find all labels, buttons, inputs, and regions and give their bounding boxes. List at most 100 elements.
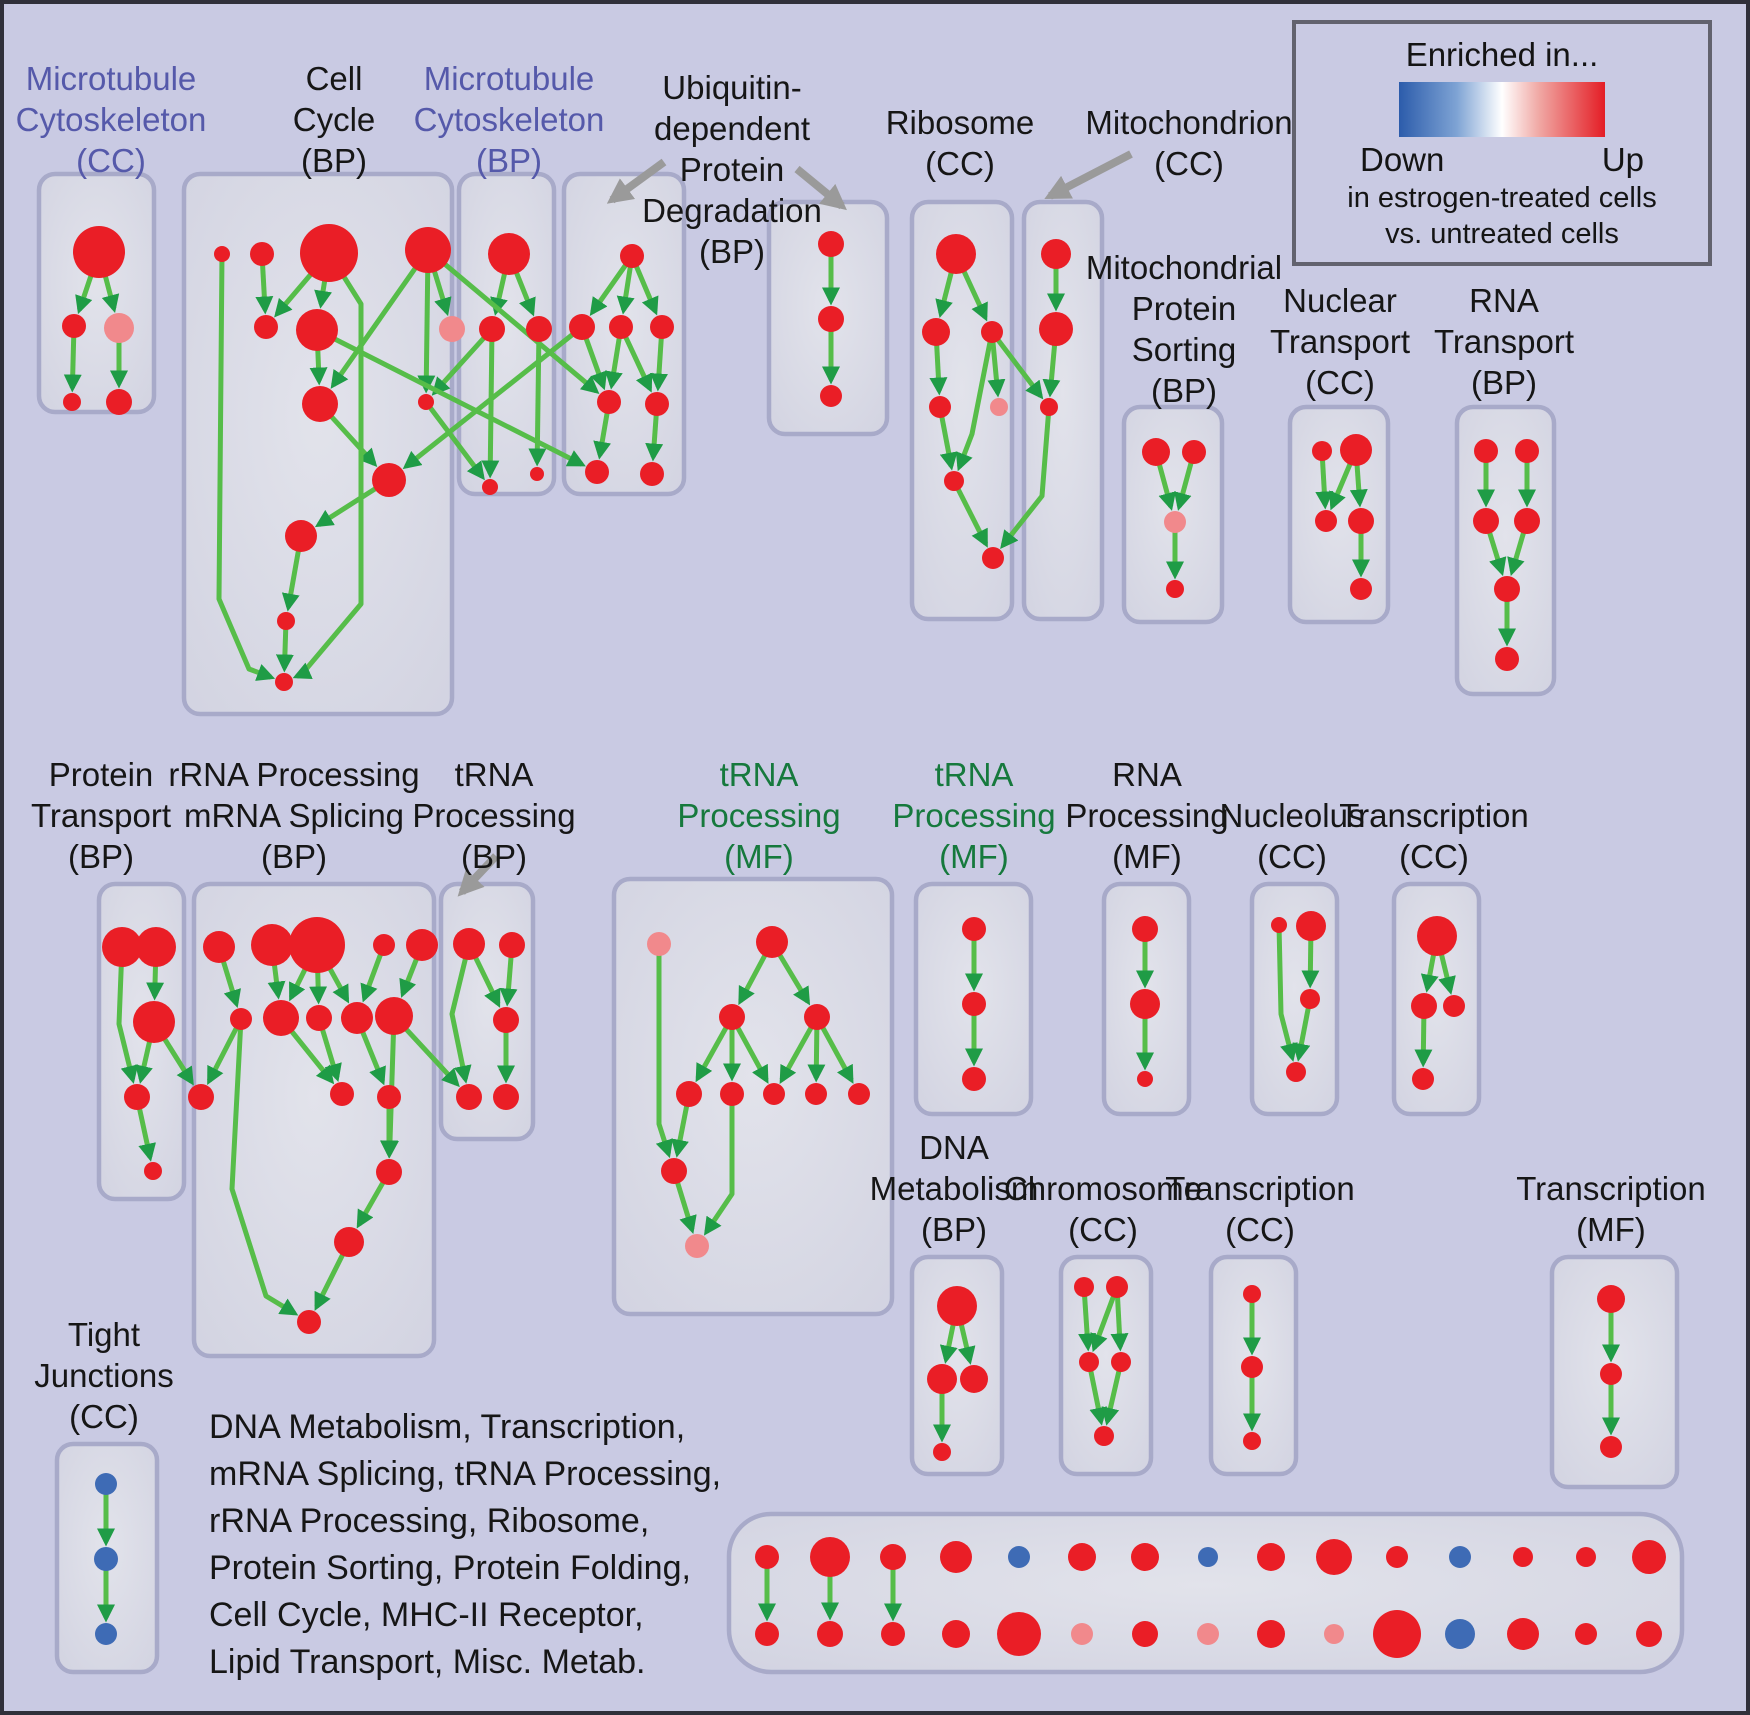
edge-arrow [655, 944, 673, 1159]
go-term-node [1271, 917, 1287, 933]
go-term-node [1449, 1546, 1471, 1568]
misc-text-line: Cell Cycle, MHC-II Receptor, [209, 1596, 644, 1634]
go-term-node [685, 1234, 709, 1258]
misc-text-line: DNA Metabolism, Transcription, [209, 1408, 686, 1446]
go-term-node [1257, 1620, 1285, 1648]
go-term-node [1132, 916, 1158, 942]
cross-cluster-edge-arrow [431, 327, 494, 396]
go-term-node [306, 1005, 332, 1031]
go-term-node [94, 1547, 118, 1571]
edge-arrow [1086, 1361, 1108, 1426]
go-term-node [334, 1227, 364, 1257]
go-term-node [493, 1084, 519, 1110]
go-term-node [1079, 1352, 1099, 1372]
edge-arrow [449, 943, 472, 1084]
go-term-node [214, 246, 230, 262]
go-term-node [1106, 1276, 1128, 1298]
go-term-node [95, 1623, 117, 1645]
label-pointer-arrow [606, 158, 667, 204]
go-term-node [990, 398, 1008, 416]
cluster-box-mitochondrion-cc [1021, 199, 1105, 622]
cross-cluster-edge-arrow [1000, 406, 1052, 549]
go-term-node [124, 1084, 150, 1110]
go-term-node [250, 242, 274, 266]
go-term-node [277, 612, 295, 630]
go-term-node [1071, 1623, 1093, 1645]
go-term-node [439, 316, 465, 342]
go-term-node [1473, 508, 1499, 534]
go-term-node [251, 924, 293, 966]
diagram-svg: Microtubule Cytoskeleton (CC) Cell Cycle (BP)… [16, 60, 1706, 1675]
cluster-box-dna-metabolism-bp [909, 1254, 1005, 1477]
go-term-node [818, 306, 844, 332]
go-term-node [804, 1004, 830, 1030]
go-term-node [488, 233, 530, 275]
go-term-node [881, 1622, 905, 1646]
go-term-node [102, 927, 142, 967]
go-term-node [1137, 1071, 1153, 1087]
go-term-node [1068, 1543, 1096, 1571]
go-term-node [940, 1541, 972, 1573]
go-term-node [1514, 508, 1540, 534]
legend-title: Enriched in... [1405, 36, 1599, 73]
go-term-node [297, 1310, 321, 1334]
label-pointer-arrow [457, 853, 499, 897]
go-term-node [1632, 1540, 1666, 1574]
label-pointer-arrow [1044, 150, 1133, 200]
cluster-label-transcription-cc-1: Transcription (CC) [1339, 797, 1529, 875]
go-term-node [720, 1082, 744, 1106]
misc-text-line: Protein Sorting, Protein Folding, [209, 1549, 691, 1587]
cross-cluster-edge-arrow [315, 327, 586, 467]
go-term-node [1296, 911, 1326, 941]
go-term-node [1094, 1426, 1114, 1446]
cluster-label-microtubule-cytoskeleton-cc: Microtubule Cytoskeleton (CC) [16, 60, 207, 179]
cluster-label-rna-processing-mf: RNA Processing (MF) [1065, 756, 1228, 875]
go-term-node [676, 1081, 702, 1107]
go-term-node [756, 926, 788, 958]
go-term-node [962, 917, 986, 941]
cluster-box-rna-transport-bp [1454, 404, 1557, 697]
go-term-node [106, 389, 132, 415]
edge-arrow [1276, 924, 1298, 1062]
edge-arrow [703, 1094, 735, 1236]
edge-arrow [1101, 1361, 1124, 1426]
go-term-node [296, 309, 338, 351]
go-term-node [817, 1621, 843, 1647]
go-term-node [820, 385, 842, 407]
go-term-node [929, 396, 951, 418]
cluster-label-protein-transport-bp: Protein Transport (BP) [31, 756, 171, 875]
cluster-label-rrna-processing-mrna-splicing-bp: rRNA Processing mRNA Splicing (BP) [168, 756, 419, 875]
go-term-node [144, 1162, 162, 1180]
go-term-node [285, 520, 317, 552]
go-term-node [1386, 1546, 1408, 1568]
go-term-node [330, 1082, 354, 1106]
go-term-node [880, 1544, 906, 1570]
legend-subtitle-1: in estrogen-treated cells [1347, 182, 1657, 214]
go-term-node [927, 1364, 957, 1394]
layer-labels: Microtubule Cytoskeleton (CC) Cell Cycle (BP)… [16, 60, 1706, 1435]
go-term-node [1041, 239, 1071, 269]
cluster-box-microtubule-cytoskeleton-cc [36, 171, 157, 415]
go-term-node [300, 224, 358, 282]
label-pointer-arrow [794, 165, 847, 211]
go-term-node [585, 460, 609, 484]
go-term-node [95, 1473, 117, 1495]
go-term-node [997, 1612, 1041, 1656]
go-term-node [263, 1000, 299, 1036]
go-term-node [960, 1365, 988, 1393]
go-term-node [719, 1004, 745, 1030]
go-term-node [1257, 1543, 1285, 1571]
go-term-node [1348, 508, 1374, 534]
go-term-node [942, 1620, 970, 1648]
edge-arrow [229, 1018, 299, 1316]
go-term-node [1300, 989, 1320, 1009]
go-term-node [406, 929, 438, 961]
go-term-node [936, 234, 976, 274]
edge-arrow [955, 331, 995, 472]
edge-arrow [417, 249, 436, 394]
go-term-node [647, 932, 671, 956]
go-term-node [1131, 1543, 1159, 1571]
go-term-node [661, 1158, 687, 1184]
go-term-node [1507, 1618, 1539, 1650]
go-term-node [1576, 1547, 1596, 1567]
